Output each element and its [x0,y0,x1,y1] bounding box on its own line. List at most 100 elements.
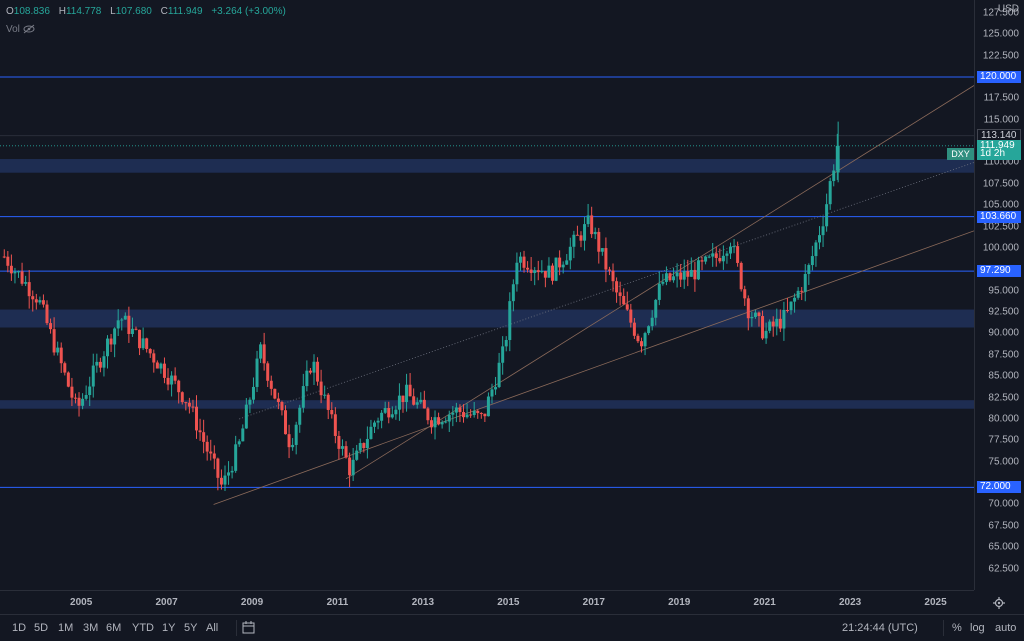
candle-112 [401,395,405,403]
candle-102 [365,438,369,449]
candle-227 [810,256,814,266]
candle-186 [664,273,668,282]
candle-62 [223,475,227,485]
percent-scale-button[interactable]: % [952,622,962,634]
candle-17 [63,363,67,373]
candle-202 [721,255,725,262]
range-1m-button[interactable]: 1M [58,622,74,634]
candle-45 [162,363,166,378]
volume-indicator[interactable]: Vol [6,24,35,35]
candle-73 [262,344,266,364]
candle-170 [607,269,611,271]
price-chart[interactable] [0,0,974,590]
candle-210 [750,316,754,319]
candle-168 [600,248,604,252]
candle-24 [88,386,92,396]
price-tick: 105.000 [982,199,1019,211]
candle-222 [793,297,797,302]
candle-66 [237,441,241,445]
candle-160 [572,234,576,247]
candle-20 [73,397,77,399]
candle-87 [312,361,316,373]
low-label: L [110,6,116,17]
range-1y-button[interactable]: 1Y [162,622,176,634]
candle-223 [796,290,800,298]
candle-209 [746,298,750,319]
candle-8 [31,296,35,300]
price-tick: 92.500 [988,306,1019,318]
year-tick: 2011 [326,597,349,608]
candle-9 [34,299,38,303]
price-badge: 1d 2h [977,147,1021,160]
candle-96 [344,446,348,458]
range-5y-button[interactable]: 5Y [184,622,198,634]
range-6m-button[interactable]: 6M [106,622,122,634]
price-tick: 75.000 [988,456,1019,468]
candle-231 [825,204,829,227]
candle-124 [444,421,448,423]
year-tick: 2015 [497,597,520,608]
price-tick: 65.000 [988,541,1019,553]
candle-93 [333,414,337,436]
range-all-button[interactable]: All [206,622,219,634]
candle-7 [27,282,31,297]
candle-130 [465,414,469,418]
candle-136 [486,396,490,417]
candle-65 [234,444,238,471]
candle-6 [24,282,28,284]
currency-label: USD [997,3,1019,15]
candle-166 [593,231,597,235]
log-scale-button[interactable]: log [970,622,985,634]
time-axis[interactable]: 2005 2007 2009 2011 2013 2015 2017 2019 2021 2023… [0,590,974,615]
candle-229 [817,235,821,243]
candle-224 [800,290,804,292]
price-tick: 115.000 [983,114,1019,126]
candle-100 [358,443,362,451]
candle-99 [355,450,359,460]
candle-228 [814,242,818,257]
candle-31 [113,328,117,345]
candle-46 [166,377,170,385]
candle-67 [241,428,245,442]
candle-123 [440,422,444,425]
candle-113 [405,384,409,403]
candle-179 [640,341,644,347]
candle-39 [141,338,145,349]
range-1d-button[interactable]: 1D [12,622,27,634]
candle-77 [276,398,280,403]
price-tick: 107.500 [982,178,1019,190]
price-tick: 87.500 [988,349,1019,361]
candle-38 [138,329,142,349]
eye-slash-icon[interactable] [23,24,35,35]
candle-121 [433,417,437,428]
candle-122 [437,417,441,425]
range-3m-button[interactable]: 3M [83,622,99,634]
candle-92 [330,409,334,415]
vol-label: Vol [6,24,20,35]
candle-29 [106,338,110,357]
candle-49 [177,380,181,393]
candle-208 [743,289,747,299]
candle-14 [52,329,56,353]
candle-176 [629,309,633,323]
candle-108 [387,408,391,418]
candle-206 [736,246,740,263]
auto-scale-button[interactable]: auto [995,622,1017,634]
candle-43 [155,362,159,369]
close-value: 111.949 [167,6,203,17]
candle-232 [828,181,832,205]
candle-94 [337,435,341,449]
candle-47 [170,375,174,385]
price-tick: 102.500 [982,221,1019,233]
price-axis[interactable]: USD 127.500 125.000 122.500 117.500 115.000 1… [974,0,1024,590]
candle-158 [565,260,569,265]
candle-25 [91,365,95,387]
candle-103 [369,426,373,439]
range-5d-button[interactable]: 5D [34,622,49,634]
high-label: H [58,6,66,17]
calendar-icon[interactable] [242,621,255,637]
gear-icon[interactable] [993,596,1005,614]
candle-126 [451,412,455,415]
candle-214 [764,330,768,339]
range-ytd-button[interactable]: YTD [132,622,154,634]
